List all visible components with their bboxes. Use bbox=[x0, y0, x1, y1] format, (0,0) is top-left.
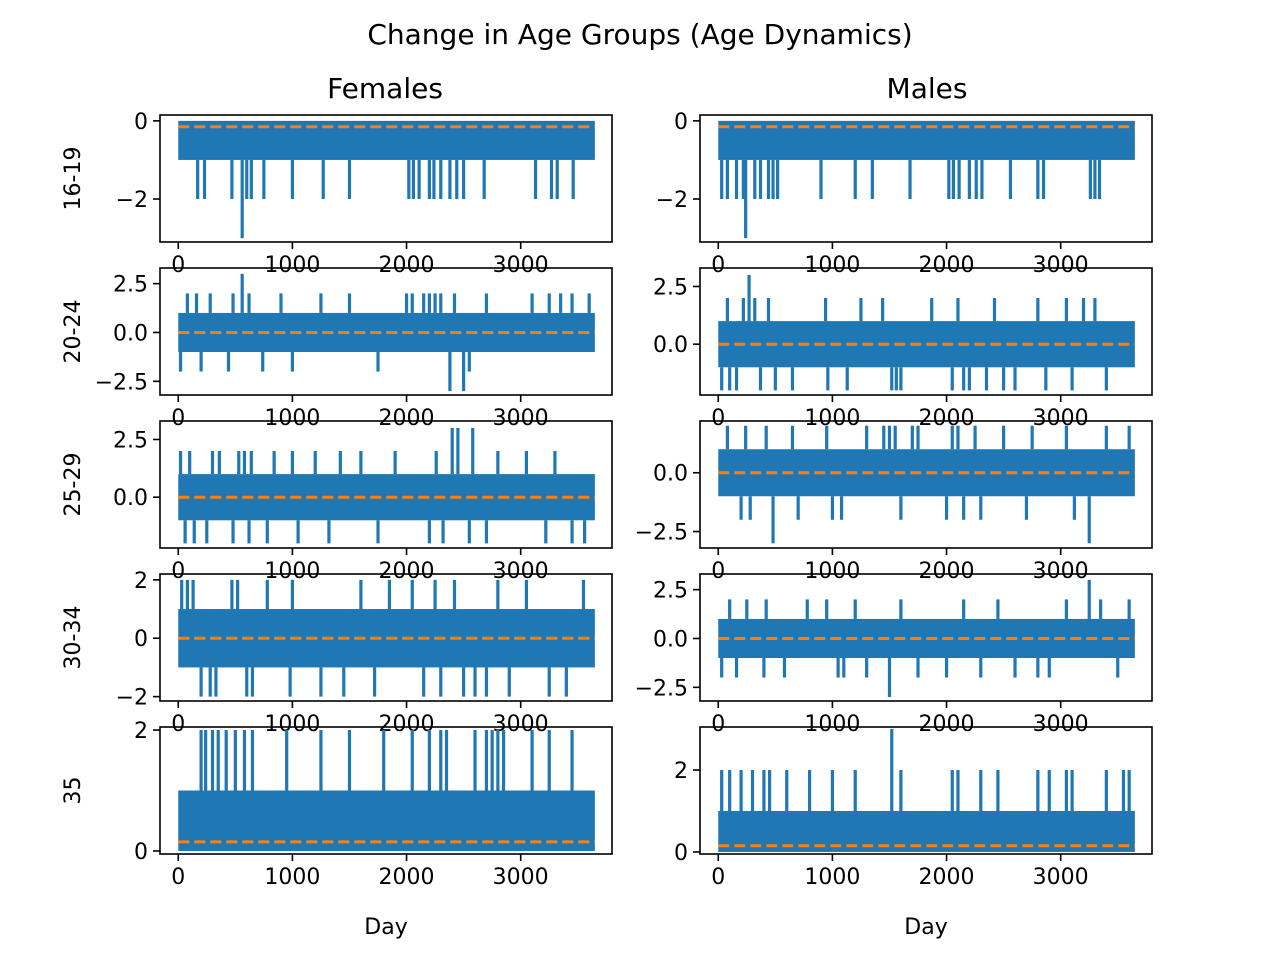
x-tick-label: 1000 bbox=[264, 253, 320, 278]
axes-frame bbox=[159, 726, 613, 855]
x-tick-label: 1000 bbox=[264, 559, 320, 584]
axes-frame bbox=[699, 114, 1153, 243]
x-tick-label: 0 bbox=[711, 253, 725, 278]
x-tick-label: 0 bbox=[171, 559, 185, 584]
y-tick-label: 2 bbox=[134, 569, 148, 594]
y-tick-label: 0 bbox=[674, 841, 688, 866]
y-tick-label: 2.5 bbox=[653, 275, 688, 300]
y-tick-label: 2.5 bbox=[113, 428, 148, 453]
x-tick-label: 0 bbox=[711, 865, 725, 890]
x-tick-label: 3000 bbox=[1033, 406, 1089, 431]
x-tick-label: 1000 bbox=[804, 865, 860, 890]
x-tick-label: 0 bbox=[171, 253, 185, 278]
x-tick-label: 2000 bbox=[379, 253, 435, 278]
x-tick-label: 2000 bbox=[919, 406, 975, 431]
subplot-females-3: 0 1000 2000 3000 2 0 −2 30-34 bbox=[61, 569, 613, 737]
x-tick-label: 2000 bbox=[919, 865, 975, 890]
y-tick-label: 2.5 bbox=[113, 273, 148, 298]
x-axis-label-right: Day bbox=[904, 915, 947, 940]
x-tick-label: 3000 bbox=[493, 406, 549, 431]
y-tick-label: −2.5 bbox=[635, 676, 688, 701]
y-tick-label: 0.0 bbox=[653, 627, 688, 652]
y-axis-label: 25-29 bbox=[61, 453, 86, 517]
subplot-males-1: 0 1000 2000 3000 2.5 0.0 bbox=[653, 267, 1153, 431]
x-tick-label: 3000 bbox=[1033, 253, 1089, 278]
x-tick-label: 0 bbox=[171, 406, 185, 431]
x-tick-label: 3000 bbox=[493, 559, 549, 584]
y-tick-label: 0.0 bbox=[113, 486, 148, 511]
subplot-males-2: 0 1000 2000 3000 0.0 −2.5 bbox=[635, 420, 1153, 584]
y-tick-label: 0 bbox=[134, 840, 148, 865]
x-tick-label: 2000 bbox=[919, 559, 975, 584]
subplot-females-0: 0 1000 2000 3000 0 −2 16-19 bbox=[61, 110, 613, 278]
subplot-females-4: 0 1000 2000 3000 2 0 35 bbox=[61, 719, 613, 890]
y-tick-label: 0.0 bbox=[113, 321, 148, 346]
y-tick-label: −2 bbox=[116, 188, 148, 213]
x-tick-label: 1000 bbox=[804, 712, 860, 737]
x-tick-label: 1000 bbox=[804, 253, 860, 278]
subplot-females-1: 0 1000 2000 3000 2.5 0.0 −2.5 20-24 bbox=[61, 267, 613, 431]
axes-frame bbox=[159, 267, 613, 396]
axes-frame bbox=[159, 114, 613, 243]
y-tick-label: −2 bbox=[116, 686, 148, 711]
y-tick-label: −2.5 bbox=[95, 370, 148, 395]
y-tick-label: 2 bbox=[134, 719, 148, 744]
axes-frame bbox=[159, 420, 613, 549]
x-tick-label: 0 bbox=[711, 559, 725, 584]
column-title-males: Males bbox=[887, 72, 968, 105]
x-tick-label: 1000 bbox=[804, 406, 860, 431]
y-tick-label: 2 bbox=[674, 759, 688, 784]
subplot-males-3: 0 1000 2000 3000 2.5 0.0 −2.5 bbox=[635, 573, 1153, 737]
y-tick-label: 0.0 bbox=[653, 462, 688, 487]
x-tick-label: 0 bbox=[711, 406, 725, 431]
x-tick-label: 3000 bbox=[1033, 712, 1089, 737]
x-tick-label: 2000 bbox=[919, 712, 975, 737]
x-tick-label: 1000 bbox=[264, 406, 320, 431]
x-tick-label: 1000 bbox=[264, 712, 320, 737]
y-axis-label: 20-24 bbox=[61, 300, 86, 364]
y-tick-label: 0 bbox=[134, 627, 148, 652]
y-axis-label: 35 bbox=[61, 777, 86, 805]
axes-frame bbox=[699, 573, 1153, 702]
x-tick-label: 3000 bbox=[493, 253, 549, 278]
x-tick-label: 2000 bbox=[919, 253, 975, 278]
y-axis-label: 16-19 bbox=[61, 147, 86, 211]
y-tick-label: 0 bbox=[674, 110, 688, 135]
x-tick-label: 2000 bbox=[379, 559, 435, 584]
axes-frame bbox=[699, 267, 1153, 396]
subplot-females-2: 0 1000 2000 3000 2.5 0.0 25-29 bbox=[61, 420, 613, 584]
y-tick-label: 0 bbox=[134, 110, 148, 135]
y-tick-label: −2.5 bbox=[635, 521, 688, 546]
x-tick-label: 3000 bbox=[493, 865, 549, 890]
axes-frame bbox=[699, 420, 1153, 549]
x-tick-label: 1000 bbox=[804, 559, 860, 584]
subplot-males-0: 0 1000 2000 3000 0 −2 bbox=[656, 110, 1153, 278]
y-axis-label: 30-34 bbox=[61, 606, 86, 670]
figure-title: Change in Age Groups (Age Dynamics) bbox=[367, 18, 912, 51]
x-tick-label: 0 bbox=[711, 712, 725, 737]
x-axis-label-left: Day bbox=[364, 915, 407, 940]
x-tick-label: 2000 bbox=[379, 712, 435, 737]
x-tick-label: 0 bbox=[171, 712, 185, 737]
x-tick-label: 1000 bbox=[264, 865, 320, 890]
x-tick-label: 3000 bbox=[1033, 559, 1089, 584]
x-tick-label: 3000 bbox=[1033, 865, 1089, 890]
column-title-females: Females bbox=[327, 72, 443, 105]
y-tick-label: 0.0 bbox=[653, 333, 688, 358]
y-tick-label: 2.5 bbox=[653, 579, 688, 604]
subplot-males-4: 0 1000 2000 3000 2 0 bbox=[674, 726, 1153, 890]
x-tick-label: 2000 bbox=[379, 865, 435, 890]
x-tick-label: 0 bbox=[171, 865, 185, 890]
axes-frame bbox=[699, 726, 1153, 855]
x-tick-label: 3000 bbox=[493, 712, 549, 737]
x-tick-label: 2000 bbox=[379, 406, 435, 431]
y-tick-label: −2 bbox=[656, 188, 688, 213]
